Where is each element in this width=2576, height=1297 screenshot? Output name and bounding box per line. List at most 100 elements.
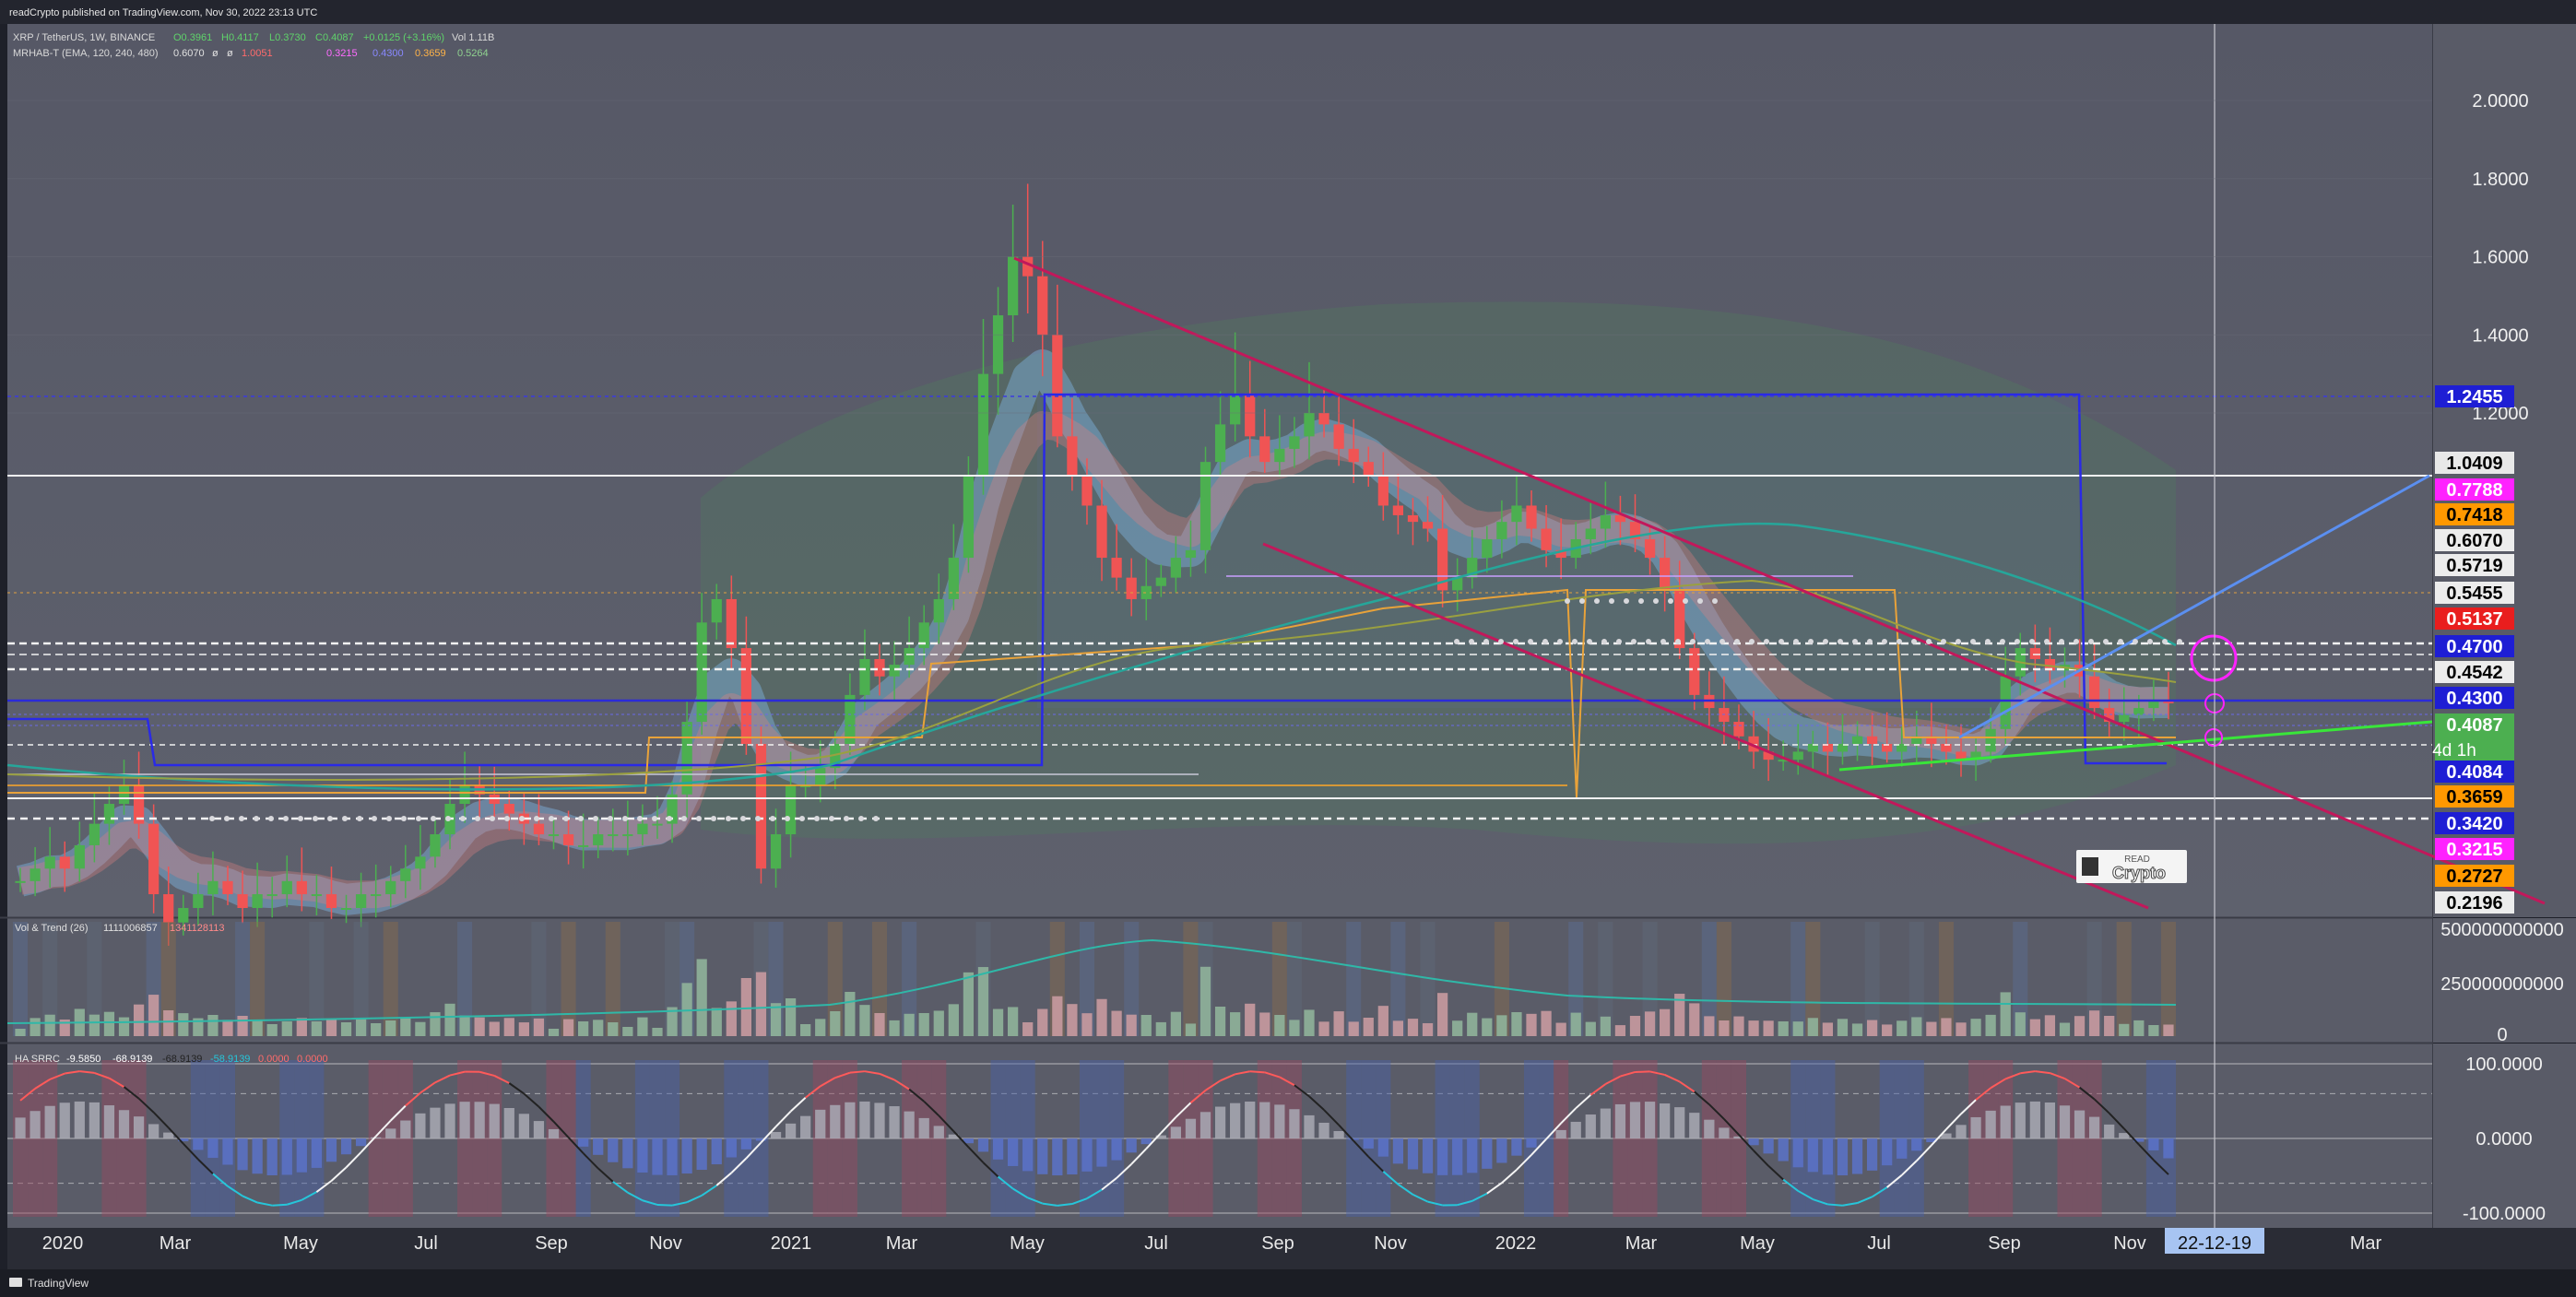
- osc-line-segment: [2108, 1112, 2125, 1129]
- price-tick-label: 1.4000: [2472, 325, 2528, 346]
- osc-line-segment: [1145, 1132, 1163, 1150]
- osc-hist-bar: [845, 1102, 856, 1138]
- price-tick-label: 1.2000: [2472, 404, 2528, 424]
- osc-line-segment: [1901, 1160, 1918, 1176]
- osc-hist-bar: [1660, 1103, 1671, 1138]
- volume-bar: [977, 967, 989, 1036]
- time-tick-label: 2020: [42, 1233, 84, 1254]
- candle: [1111, 524, 1122, 591]
- dot-marker: [1616, 639, 1622, 644]
- osc-line-segment: [1353, 1140, 1369, 1158]
- osc-hist-bar: [474, 1102, 485, 1138]
- candle: [1140, 558, 1152, 620]
- volume-bar: [2029, 1019, 2040, 1036]
- volume-legend: Vol & Trend (26) 1111006857 1341128113: [15, 923, 225, 934]
- dot-marker: [1778, 639, 1784, 644]
- ind-val-4: 0.3215: [326, 48, 358, 59]
- osc-line-segment: [1738, 1134, 1755, 1151]
- candle: [1407, 498, 1419, 546]
- osc-tick-label: -100.0000: [2463, 1204, 2546, 1224]
- dot-marker: [785, 816, 790, 821]
- volume-bar: [1674, 994, 1685, 1036]
- volume-bar: [355, 1019, 367, 1036]
- dot-marker: [2029, 639, 2035, 644]
- candle: [1837, 713, 1849, 765]
- time-tick-label: May: [283, 1233, 318, 1254]
- candle: [1436, 495, 1448, 607]
- osc-line-segment: [79, 1070, 95, 1074]
- readcrypto-watermark: READ Crypto: [2076, 850, 2187, 883]
- osc-line-segment: [2138, 1143, 2155, 1161]
- volume-bar: [1067, 1004, 1078, 1036]
- osc-line-segment: [1649, 1070, 1665, 1076]
- osc-line-segment: [2153, 1159, 2169, 1175]
- osc-hist-bar: [637, 1138, 648, 1173]
- osc-line-segment: [805, 1085, 821, 1099]
- dot-marker: [681, 816, 687, 821]
- dot-marker: [1469, 639, 1474, 644]
- dot-marker: [1808, 639, 1814, 644]
- candle: [1467, 530, 1478, 589]
- candle: [1660, 536, 1671, 612]
- volume-bar: [1660, 1008, 1671, 1036]
- price-level-label: 0.3215: [2435, 838, 2514, 860]
- candle: [296, 847, 307, 912]
- osc-line-segment: [2123, 1127, 2140, 1146]
- volume-bar: [711, 1008, 722, 1036]
- candle: [1511, 476, 1522, 546]
- candle: [1052, 284, 1063, 448]
- volume-value: 1111006857: [103, 923, 158, 934]
- osc-hist-bar: [148, 1124, 160, 1138]
- osc-hist-bar: [1140, 1138, 1152, 1145]
- osc-line-segment: [1397, 1183, 1414, 1196]
- osc-tick-label: 0.0000: [2476, 1129, 2532, 1150]
- candle: [815, 740, 826, 803]
- volume-band: [2116, 922, 2132, 1036]
- candle: [1170, 536, 1182, 593]
- volume-bar: [1629, 1016, 1641, 1036]
- osc-line-segment: [479, 1070, 495, 1077]
- osc-hist-bar: [1555, 1129, 1566, 1138]
- osc-hist-bar: [1170, 1126, 1182, 1138]
- dot-marker: [209, 816, 215, 821]
- time-tick-label: 2021: [771, 1233, 812, 1254]
- volume-band: [1390, 922, 1406, 1036]
- candle: [992, 287, 1004, 415]
- osc-line-segment: [1323, 1109, 1340, 1126]
- dot-marker: [549, 816, 554, 821]
- volume-bar: [1541, 1010, 1552, 1036]
- dot-marker: [1675, 639, 1681, 644]
- volume-bar: [1526, 1013, 1537, 1036]
- volume-bar: [400, 1017, 411, 1036]
- candle: [459, 751, 470, 823]
- time-tick-label: 2022: [1495, 1233, 1537, 1254]
- osc-hist-bar: [948, 1134, 959, 1138]
- volume-band: [250, 922, 266, 1036]
- osc-line-segment: [1189, 1090, 1207, 1104]
- time-axis[interactable]: [7, 1228, 2576, 1269]
- osc-hist-bar: [1851, 1138, 1863, 1174]
- volume-bar: [1377, 1006, 1388, 1036]
- price-level-label: 0.4700: [2435, 635, 2514, 657]
- osc-line-segment: [360, 1136, 377, 1153]
- candle: [578, 813, 589, 869]
- osc-hist-bar: [311, 1138, 323, 1168]
- osc-line-segment: [183, 1142, 199, 1161]
- candle: [1926, 702, 1937, 768]
- candle: [1348, 419, 1359, 484]
- osc-hist-bar: [1482, 1138, 1493, 1169]
- dot-marker: [563, 816, 569, 821]
- volume-bar: [562, 1019, 574, 1036]
- volume-bar: [1259, 1012, 1270, 1036]
- candle: [89, 792, 100, 863]
- dot-marker: [1660, 639, 1666, 644]
- osc-line-segment: [19, 1088, 36, 1102]
- overlays-layer: [6, 256, 2546, 910]
- osc-line-segment: [1545, 1122, 1562, 1140]
- volume-bar: [148, 995, 160, 1036]
- osc-hist-bar: [785, 1123, 797, 1138]
- price-level-value: 1.2455: [2446, 387, 2502, 407]
- osc-line-segment: [967, 1146, 985, 1163]
- candle: [178, 894, 189, 936]
